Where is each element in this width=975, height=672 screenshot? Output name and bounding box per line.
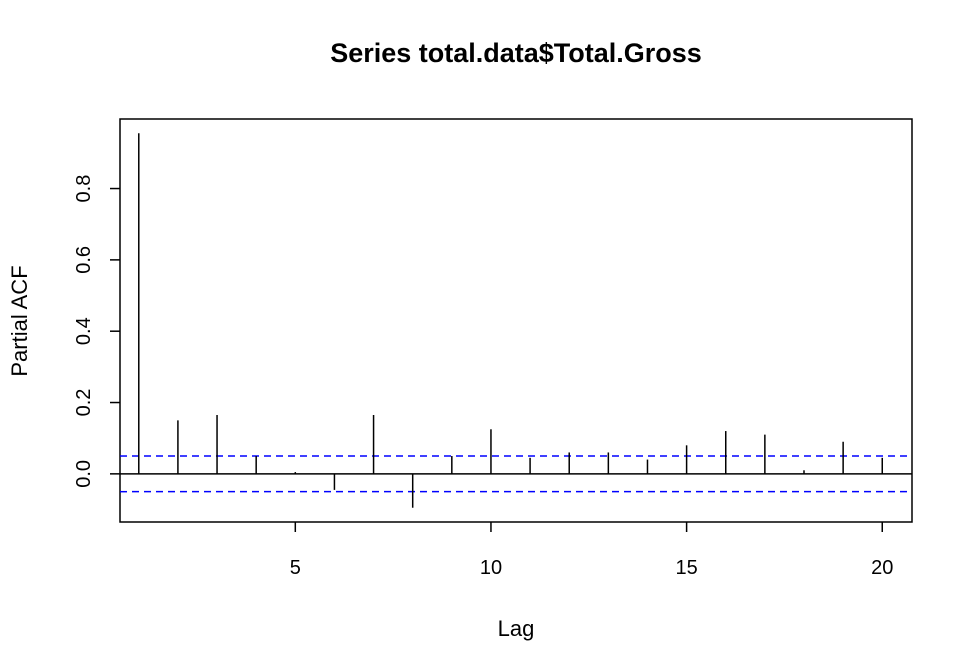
y-tick-label: 0.8 xyxy=(73,175,95,203)
plot-frame xyxy=(119,118,913,523)
x-axis-label: Lag xyxy=(498,616,535,641)
y-tick-label: 0.0 xyxy=(73,460,95,488)
x-tick-label: 20 xyxy=(871,557,893,579)
confidence-bounds xyxy=(120,455,912,493)
x-tick-label: 15 xyxy=(675,557,697,579)
y-axis-label: Partial ACF xyxy=(7,265,32,376)
y-tick-label: 0.6 xyxy=(73,246,95,274)
y-axis: 0.0 0.2 0.4 0.6 0.8 xyxy=(73,175,120,488)
x-tick-label: 10 xyxy=(480,557,502,579)
x-axis: 5 10 15 20 xyxy=(290,522,893,579)
x-tick-label: 5 xyxy=(290,557,301,579)
y-tick-label: 0.2 xyxy=(73,389,95,417)
pacf-bars xyxy=(138,133,884,508)
y-tick-label: 0.4 xyxy=(73,317,95,345)
chart-title: Series total.data$Total.Gross xyxy=(330,38,702,68)
